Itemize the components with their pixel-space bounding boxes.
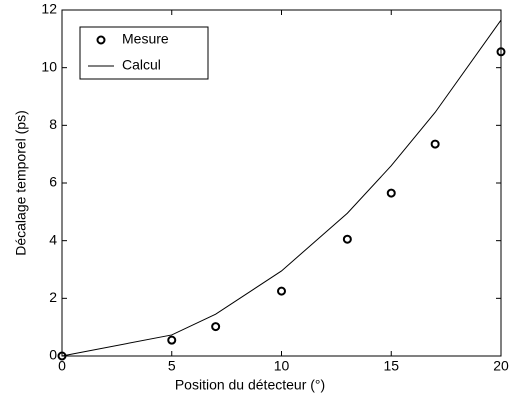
marker (430, 139, 440, 149)
x-tick-label: 0 (58, 358, 66, 374)
line (61, 19, 502, 357)
x-tick-label: 20 (493, 358, 509, 374)
x-tick-label: 10 (274, 358, 290, 374)
y-tick-label: 6 (49, 174, 57, 190)
y-tick-label: 12 (41, 1, 57, 17)
y-tick-label: 4 (49, 231, 57, 247)
x-tick-label: 5 (168, 358, 176, 374)
marker (386, 188, 396, 198)
x-tick-label: 15 (383, 358, 399, 374)
x-axis-label: Position du détecteur (°) (175, 377, 325, 393)
y-axis-label: Décalage temporel (ps) (13, 110, 29, 256)
marker (496, 47, 506, 57)
legend-label: Calcul (122, 57, 161, 73)
y-tick-label: 2 (49, 289, 57, 305)
y-tick-label: 10 (41, 58, 57, 74)
marker (342, 234, 352, 244)
marker (167, 335, 177, 345)
y-tick-label: 0 (49, 347, 57, 363)
legend-marker (96, 35, 106, 45)
y-tick-label: 8 (49, 116, 57, 132)
marker (57, 351, 67, 361)
marker (277, 286, 286, 296)
marker (211, 322, 221, 332)
legend-label: Mesure (122, 31, 169, 47)
